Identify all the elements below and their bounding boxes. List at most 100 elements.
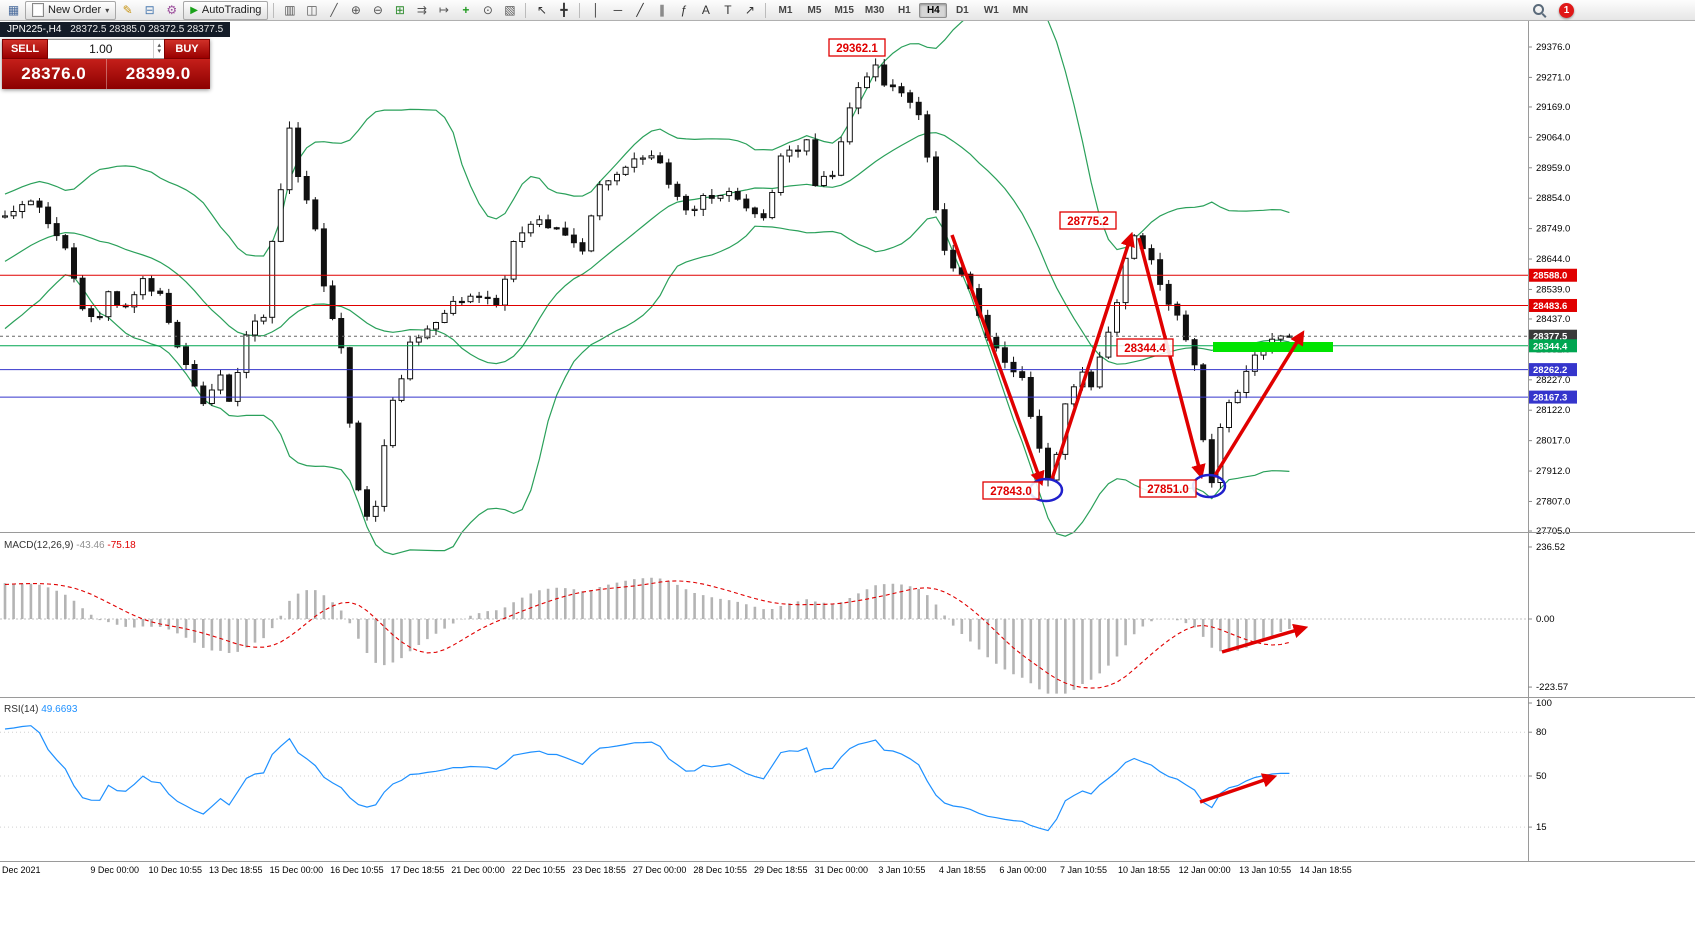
new-order-button[interactable]: New Order ▾ (25, 0, 117, 20)
highlight-zone[interactable] (1213, 342, 1333, 352)
timeframe-h4[interactable]: H4 (919, 2, 948, 18)
buy-price[interactable]: 28399.0 (125, 64, 191, 83)
price-axis-label: 28437.0 (1536, 314, 1570, 325)
annotation-box[interactable] (1116, 338, 1174, 357)
volume-down-icon[interactable]: ▾ (157, 48, 161, 55)
autotrading-button[interactable]: ▶ AutoTrading (183, 0, 269, 20)
auto-scroll-icon[interactable]: ⇉ (416, 3, 427, 17)
new-order-icon (32, 3, 44, 17)
tile-windows-icon[interactable]: ⊞ (394, 3, 405, 17)
bollinger-upper-band (4, 0, 1290, 257)
time-axis-label: 23 Dec 18:55 (572, 865, 626, 875)
price-axis-label: 28122.0 (1536, 405, 1570, 416)
price-axis-label: 28959.0 (1536, 163, 1570, 174)
volume-spin-buttons[interactable]: ▴ ▾ (153, 40, 164, 58)
templates-icon[interactable]: ▧ (504, 3, 516, 17)
svg-text:28344.4: 28344.4 (1533, 341, 1568, 352)
line-chart-icon[interactable]: ╱ (330, 3, 338, 17)
sell-price[interactable]: 28376.0 (2, 59, 107, 89)
price-axis-label: 28539.0 (1536, 284, 1570, 295)
timeframe-w1[interactable]: W1 (983, 4, 999, 16)
timeframe-h1[interactable]: H1 (897, 4, 911, 16)
annotation-box[interactable] (982, 481, 1040, 500)
crosshair-icon[interactable]: ╋ (560, 3, 568, 17)
volume-up-icon[interactable]: ▴ (157, 42, 161, 49)
trend-arrow-main[interactable] (1212, 330, 1305, 478)
channel-icon[interactable]: ∥ (658, 3, 665, 17)
toolbar-separator (273, 2, 275, 18)
timeframe-d1[interactable]: D1 (955, 4, 969, 16)
time-axis-label: 13 Dec 18:55 (209, 865, 263, 875)
price-axis-label: 28644.0 (1536, 254, 1570, 265)
volume-stepper[interactable]: 1.00 ▴ ▾ (48, 39, 164, 59)
chart-ohlc-values: 28372.5 28385.0 28372.5 28377.5 (70, 24, 224, 35)
annotation-box[interactable] (828, 38, 886, 57)
price-axis-label: 28854.0 (1536, 193, 1570, 204)
print-icon[interactable]: ⊟ (144, 3, 155, 17)
svg-text:28588.0: 28588.0 (1533, 271, 1567, 282)
periods-icon[interactable]: ⊙ (482, 3, 493, 17)
annotation-price-text: 27843.0 (990, 486, 1032, 498)
arrows-icon[interactable]: ↗ (744, 3, 755, 17)
notification-badge[interactable]: 1 (1559, 2, 1574, 18)
trendline-icon[interactable]: ╱ (636, 3, 644, 17)
macd-histogram (3, 577, 1291, 694)
new-chart-icon[interactable]: ▦ (7, 3, 20, 17)
label-icon[interactable]: T (724, 3, 732, 17)
volume-value[interactable]: 1.00 (89, 42, 113, 56)
search-icon[interactable] (1532, 3, 1547, 18)
annotation-box[interactable] (1059, 211, 1117, 230)
time-axis-label: 16 Dec 10:55 (330, 865, 384, 875)
price-axis-label: 29064.0 (1536, 132, 1570, 143)
timeframe-m30[interactable]: M30 (864, 4, 885, 16)
time-axis-label: Dec 2021 (2, 865, 41, 875)
vertical-line-icon[interactable]: │ (592, 3, 600, 17)
price-axis-label: 29169.0 (1536, 102, 1570, 113)
time-axis-label: 15 Dec 00:00 (270, 865, 324, 875)
macd-axis-label: 236.52 (1536, 542, 1565, 553)
text-icon[interactable]: A (701, 3, 710, 17)
time-axis-label: 28 Dec 10:55 (693, 865, 747, 875)
fibonacci-icon[interactable]: ƒ (680, 3, 688, 17)
indicators-icon[interactable]: + (462, 3, 470, 17)
svg-text:28483.6: 28483.6 (1533, 301, 1567, 312)
candlestick-icon[interactable]: ◫ (306, 3, 318, 17)
zoom-out-icon[interactable]: ⊖ (372, 3, 383, 17)
price-axis-label: 28749.0 (1536, 224, 1570, 235)
price-tag-28262.2 (1529, 363, 1577, 377)
chart-shift-icon[interactable]: ↦ (438, 3, 449, 17)
buy-button[interactable]: BUY (164, 39, 210, 59)
annotation-box[interactable] (1139, 479, 1197, 498)
time-axis-label: 4 Jan 18:55 (939, 865, 986, 875)
trend-arrow-macd[interactable] (1221, 623, 1309, 654)
bar-chart-icon[interactable]: ▥ (284, 3, 296, 17)
chart-title-bar: JPN225-,H4 28372.5 28385.0 28372.5 28377… (0, 22, 231, 37)
cursor-icon[interactable]: ↖ (536, 3, 547, 17)
horizontal-line-icon[interactable]: ─ (613, 3, 623, 17)
time-axis-label: 17 Dec 18:55 (391, 865, 445, 875)
sell-button[interactable]: SELL (2, 39, 48, 59)
time-axis-label: 12 Jan 00:00 (1179, 865, 1231, 875)
options-icon[interactable]: ⚙ (166, 3, 178, 17)
timeframe-m15[interactable]: M15 (834, 4, 854, 16)
zoom-in-icon[interactable]: ⊕ (350, 3, 361, 17)
macd-axis-label: -223.57 (1536, 682, 1568, 693)
chevron-down-icon: ▾ (105, 5, 110, 15)
time-axis-label: 6 Jan 00:00 (999, 865, 1046, 875)
new-order-label: New Order (48, 4, 102, 16)
trend-arrow-main[interactable] (1050, 231, 1135, 480)
annotation-price-text: 28344.4 (1124, 343, 1166, 355)
rsi-axis-label: 50 (1536, 771, 1547, 782)
chart-symbol-period: JPN225-,H4 (7, 24, 62, 35)
timeframe-m5[interactable]: M5 (807, 4, 822, 16)
candles (2, 58, 1293, 522)
timeframe-m1[interactable]: M1 (778, 4, 793, 16)
time-axis-label: 13 Jan 10:55 (1239, 865, 1291, 875)
trend-arrow-main[interactable] (950, 234, 1045, 487)
timeframe-mn[interactable]: MN (1012, 4, 1029, 16)
price-tag-28344.4 (1529, 339, 1577, 353)
metaeditor-icon[interactable]: ✎ (122, 3, 133, 17)
trend-arrow-rsi[interactable] (1199, 773, 1278, 804)
time-axis-label: 7 Jan 10:55 (1060, 865, 1107, 875)
